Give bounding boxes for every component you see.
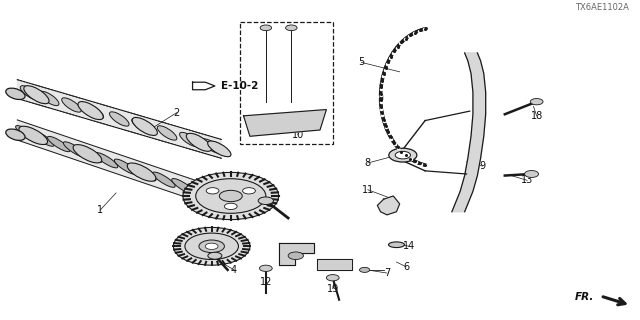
Text: 11: 11 [362,185,374,195]
Polygon shape [452,53,486,212]
Ellipse shape [31,131,54,146]
Circle shape [259,265,272,271]
Text: 5: 5 [358,57,365,68]
Ellipse shape [202,189,224,204]
Ellipse shape [63,142,86,157]
Ellipse shape [202,139,221,153]
Circle shape [531,99,543,105]
Text: 10: 10 [292,130,304,140]
Polygon shape [244,109,326,136]
Circle shape [206,188,219,194]
Circle shape [196,179,266,213]
Ellipse shape [132,118,152,133]
Ellipse shape [207,141,231,157]
Ellipse shape [109,112,129,126]
Ellipse shape [19,126,47,145]
Text: E-10-2: E-10-2 [221,81,259,91]
Circle shape [173,228,250,265]
Ellipse shape [127,163,156,181]
Circle shape [205,243,218,250]
Circle shape [243,188,255,194]
Circle shape [288,252,303,260]
Text: 2: 2 [173,108,180,118]
Circle shape [260,25,271,31]
Ellipse shape [24,86,49,104]
Ellipse shape [61,98,81,112]
Ellipse shape [388,242,404,248]
Circle shape [326,275,339,281]
Ellipse shape [95,153,118,168]
Ellipse shape [172,179,195,194]
Ellipse shape [157,126,177,140]
Text: 4: 4 [231,265,237,275]
Text: TX6AE1102A: TX6AE1102A [575,3,629,12]
Circle shape [395,151,410,159]
Ellipse shape [188,184,210,199]
Circle shape [185,233,239,260]
Ellipse shape [6,129,25,140]
Text: 16: 16 [260,193,272,203]
Ellipse shape [20,86,40,100]
Polygon shape [17,120,221,209]
Ellipse shape [73,145,102,163]
Ellipse shape [134,165,156,181]
Text: 14: 14 [403,241,415,251]
Ellipse shape [47,136,70,152]
Ellipse shape [115,159,137,174]
Circle shape [389,148,417,162]
Text: 9: 9 [479,161,486,171]
Ellipse shape [132,117,157,135]
Circle shape [258,197,273,204]
Text: 3: 3 [225,174,230,184]
Circle shape [183,172,278,220]
Polygon shape [317,259,352,270]
Ellipse shape [207,191,231,206]
Circle shape [285,25,297,31]
Polygon shape [193,82,215,90]
Circle shape [360,268,370,272]
Ellipse shape [180,132,199,147]
Text: 15: 15 [215,251,227,261]
Text: 18: 18 [531,111,543,121]
Text: FR.: FR. [575,292,594,302]
Polygon shape [17,80,221,158]
Ellipse shape [78,101,103,120]
Ellipse shape [186,133,212,151]
Ellipse shape [84,104,104,119]
Ellipse shape [15,125,38,141]
Circle shape [225,203,237,210]
Polygon shape [378,196,399,215]
Ellipse shape [40,91,59,106]
Text: 13: 13 [521,175,533,185]
Ellipse shape [152,172,175,187]
Text: 1: 1 [97,205,103,215]
Text: 12: 12 [260,277,272,287]
Text: 6: 6 [403,262,409,272]
Ellipse shape [188,183,216,202]
Polygon shape [278,243,314,265]
Text: 7: 7 [384,268,390,278]
Text: 19: 19 [326,284,339,294]
Ellipse shape [6,88,25,100]
Ellipse shape [79,147,102,163]
Text: 8: 8 [365,158,371,168]
Circle shape [220,190,243,202]
Circle shape [208,252,222,259]
Circle shape [525,171,539,178]
Circle shape [199,240,225,252]
